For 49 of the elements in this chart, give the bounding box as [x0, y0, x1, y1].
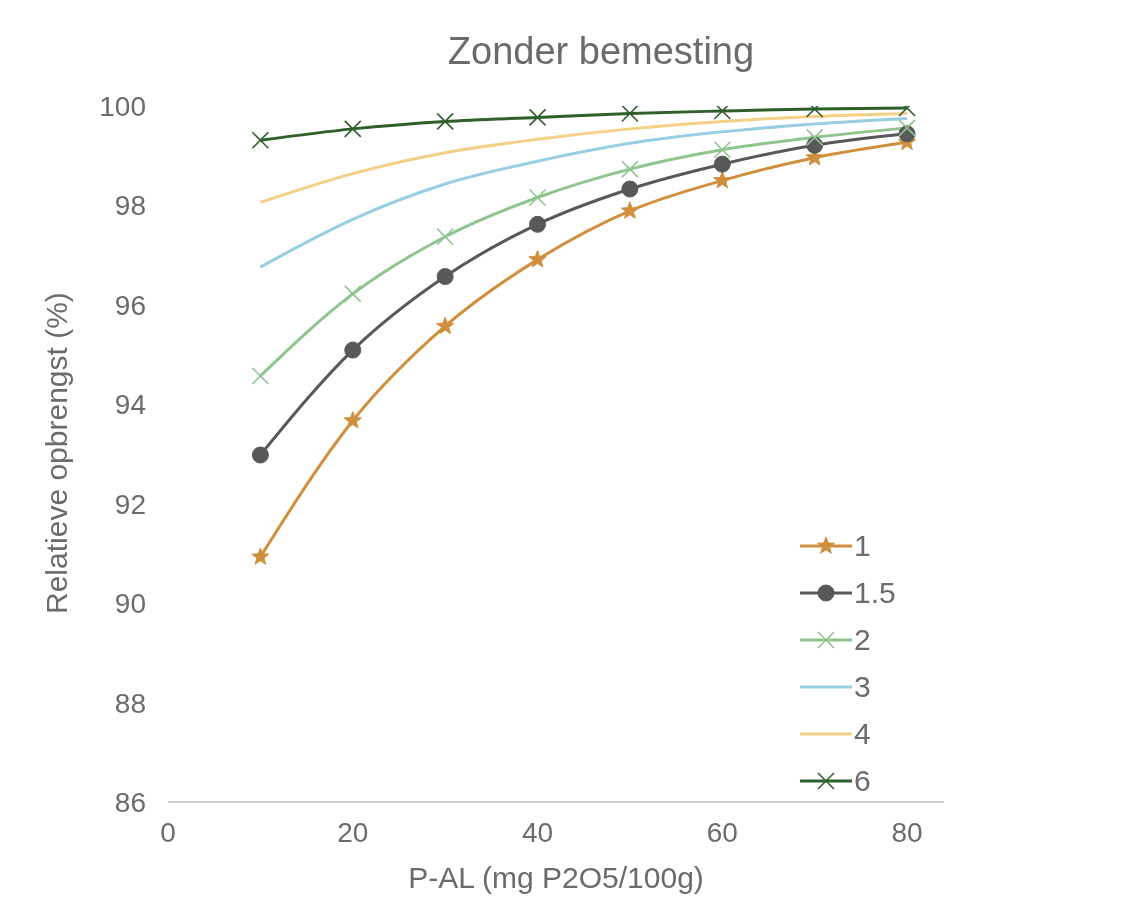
point	[528, 250, 547, 268]
y-tick-label: 98	[114, 190, 146, 222]
legend-label: 2	[854, 622, 871, 657]
x-tick-label: 40	[521, 816, 554, 848]
point	[343, 120, 362, 138]
legend-label: 3	[854, 669, 871, 704]
legend-label: 1	[854, 528, 871, 563]
x-tick-label: 60	[706, 816, 738, 848]
point	[344, 341, 362, 359]
point	[343, 411, 362, 429]
y-tick-label: 94	[114, 389, 146, 421]
y-tick-label: 92	[114, 488, 146, 520]
y-axis-title: Relatieve opbrengst (%)	[39, 292, 73, 614]
point	[436, 316, 455, 335]
y-tick-label: 86	[114, 786, 146, 818]
point	[620, 201, 639, 219]
x-tick-label: 80	[891, 816, 923, 848]
point	[251, 131, 270, 150]
y-tick-label: 100	[99, 90, 146, 122]
x-tick-label: 20	[337, 816, 369, 848]
point	[621, 106, 639, 123]
x-axis-title: P-AL (mg P2O5/100g)	[408, 861, 704, 894]
line-series	[258, 116, 909, 269]
point	[251, 547, 270, 565]
point	[713, 140, 732, 159]
point	[436, 227, 454, 246]
x-tick-label: 0	[160, 816, 176, 848]
point	[529, 215, 547, 233]
y-tick-label: 88	[114, 687, 146, 719]
point	[343, 285, 362, 303]
point	[898, 119, 916, 137]
point	[251, 367, 270, 385]
point	[713, 171, 732, 189]
y-tick-label: 96	[114, 289, 146, 321]
point	[621, 160, 639, 178]
point	[436, 268, 454, 286]
point	[805, 128, 824, 147]
point	[713, 155, 731, 173]
point	[621, 180, 639, 198]
point	[528, 108, 547, 127]
point	[251, 446, 269, 464]
point	[528, 188, 547, 207]
legend-label: 6	[854, 763, 871, 798]
legend-label: 1.5	[854, 575, 896, 610]
y-tick-label: 90	[114, 588, 146, 620]
line-series	[258, 111, 909, 204]
point	[436, 112, 454, 131]
chart-title: Zonder bemesting	[446, 29, 756, 74]
legend-label: 4	[854, 716, 871, 751]
